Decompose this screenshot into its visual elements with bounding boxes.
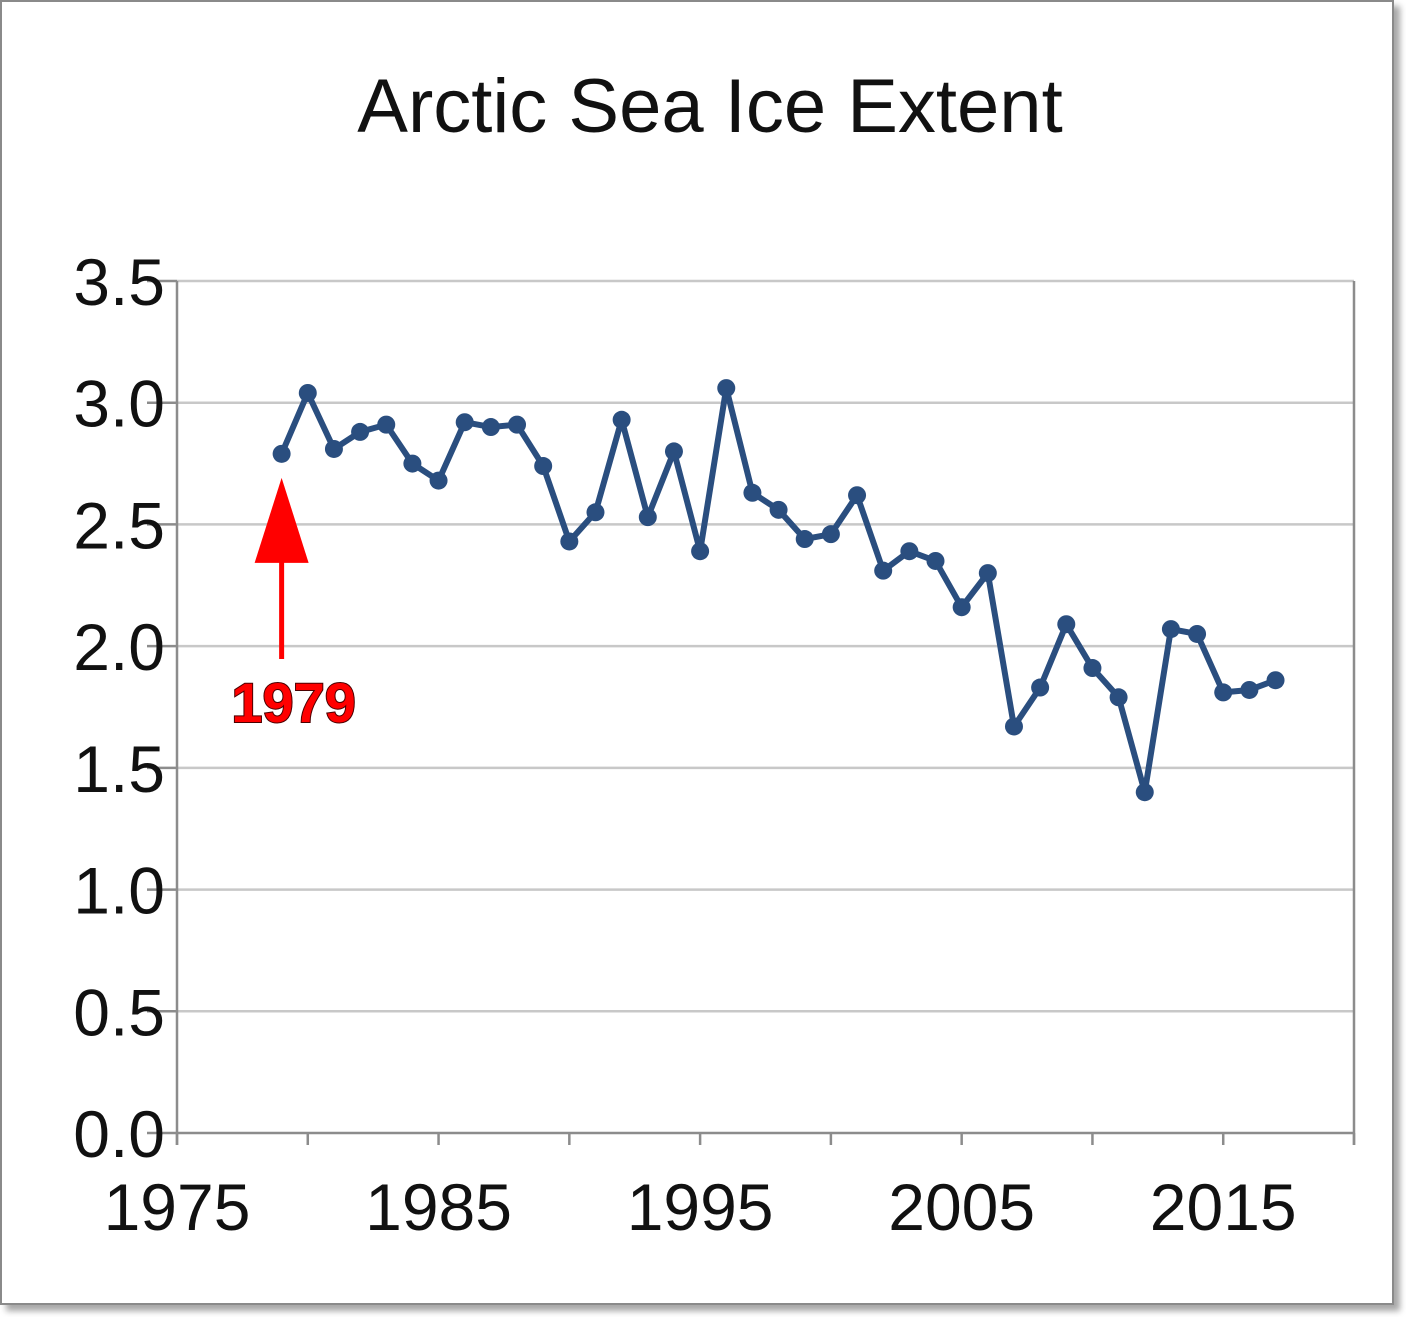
y-tick-label: 3.5 — [73, 245, 165, 319]
series-line — [272, 379, 1285, 802]
y-tick-label: 0.0 — [73, 1097, 165, 1171]
data-point — [638, 508, 657, 527]
annotation-label: 1979 — [231, 671, 356, 734]
data-point — [324, 439, 343, 458]
data-point — [743, 483, 762, 502]
x-tick-label: 1975 — [104, 1170, 251, 1244]
data-point — [926, 551, 945, 570]
data-point — [508, 415, 527, 434]
x-tick-label: 2015 — [1150, 1170, 1297, 1244]
data-point — [1057, 615, 1076, 634]
data-point — [1135, 783, 1154, 802]
data-point — [534, 457, 553, 476]
data-point — [1240, 680, 1259, 699]
data-point — [586, 503, 605, 522]
data-point — [1004, 717, 1023, 736]
y-tick-label: 1.0 — [73, 854, 165, 928]
data-point — [691, 542, 710, 561]
x-tick-label: 1995 — [627, 1170, 774, 1244]
data-point — [1161, 620, 1180, 639]
data-point — [1031, 678, 1050, 697]
data-point — [272, 444, 291, 463]
data-point — [664, 442, 683, 461]
series-line-path — [278, 385, 1277, 796]
y-tick-label: 0.5 — [73, 975, 165, 1049]
chart-title: Arctic Sea Ice Extent — [357, 64, 1062, 149]
data-point — [1109, 688, 1128, 707]
data-point — [874, 561, 893, 580]
data-point — [1214, 683, 1233, 702]
data-point — [298, 383, 317, 402]
y-tick-label: 3.0 — [73, 367, 165, 441]
y-tick-label: 1.5 — [73, 732, 165, 806]
x-tick-label: 2005 — [888, 1170, 1035, 1244]
data-point — [455, 413, 474, 432]
annotation: 1979 — [230, 477, 357, 735]
y-tick-label: 2.0 — [73, 610, 165, 684]
data-point — [429, 471, 448, 490]
x-tick-label: 1985 — [365, 1170, 512, 1244]
data-point — [1266, 671, 1285, 690]
gridlines — [177, 279, 1354, 1135]
data-point — [848, 486, 867, 505]
data-point — [612, 410, 631, 429]
data-point — [1188, 624, 1207, 643]
data-point — [952, 598, 971, 617]
data-point — [717, 379, 736, 398]
data-point — [821, 525, 840, 544]
data-point — [795, 530, 814, 549]
data-point — [351, 422, 370, 441]
data-point — [377, 415, 396, 434]
y-tick-label: 2.5 — [73, 488, 165, 562]
data-point — [769, 500, 788, 519]
data-point — [978, 564, 997, 583]
axes: 0.0 0.5 1.0 1.5 2.0 2.5 3.0 3.5 1975 1985 1995 2005… — [73, 245, 1356, 1244]
data-point — [403, 454, 422, 473]
data-point — [900, 542, 919, 561]
data-point — [1083, 659, 1102, 678]
data-point — [481, 418, 500, 437]
annotation-arrow-head — [254, 477, 309, 563]
data-point — [560, 532, 579, 551]
